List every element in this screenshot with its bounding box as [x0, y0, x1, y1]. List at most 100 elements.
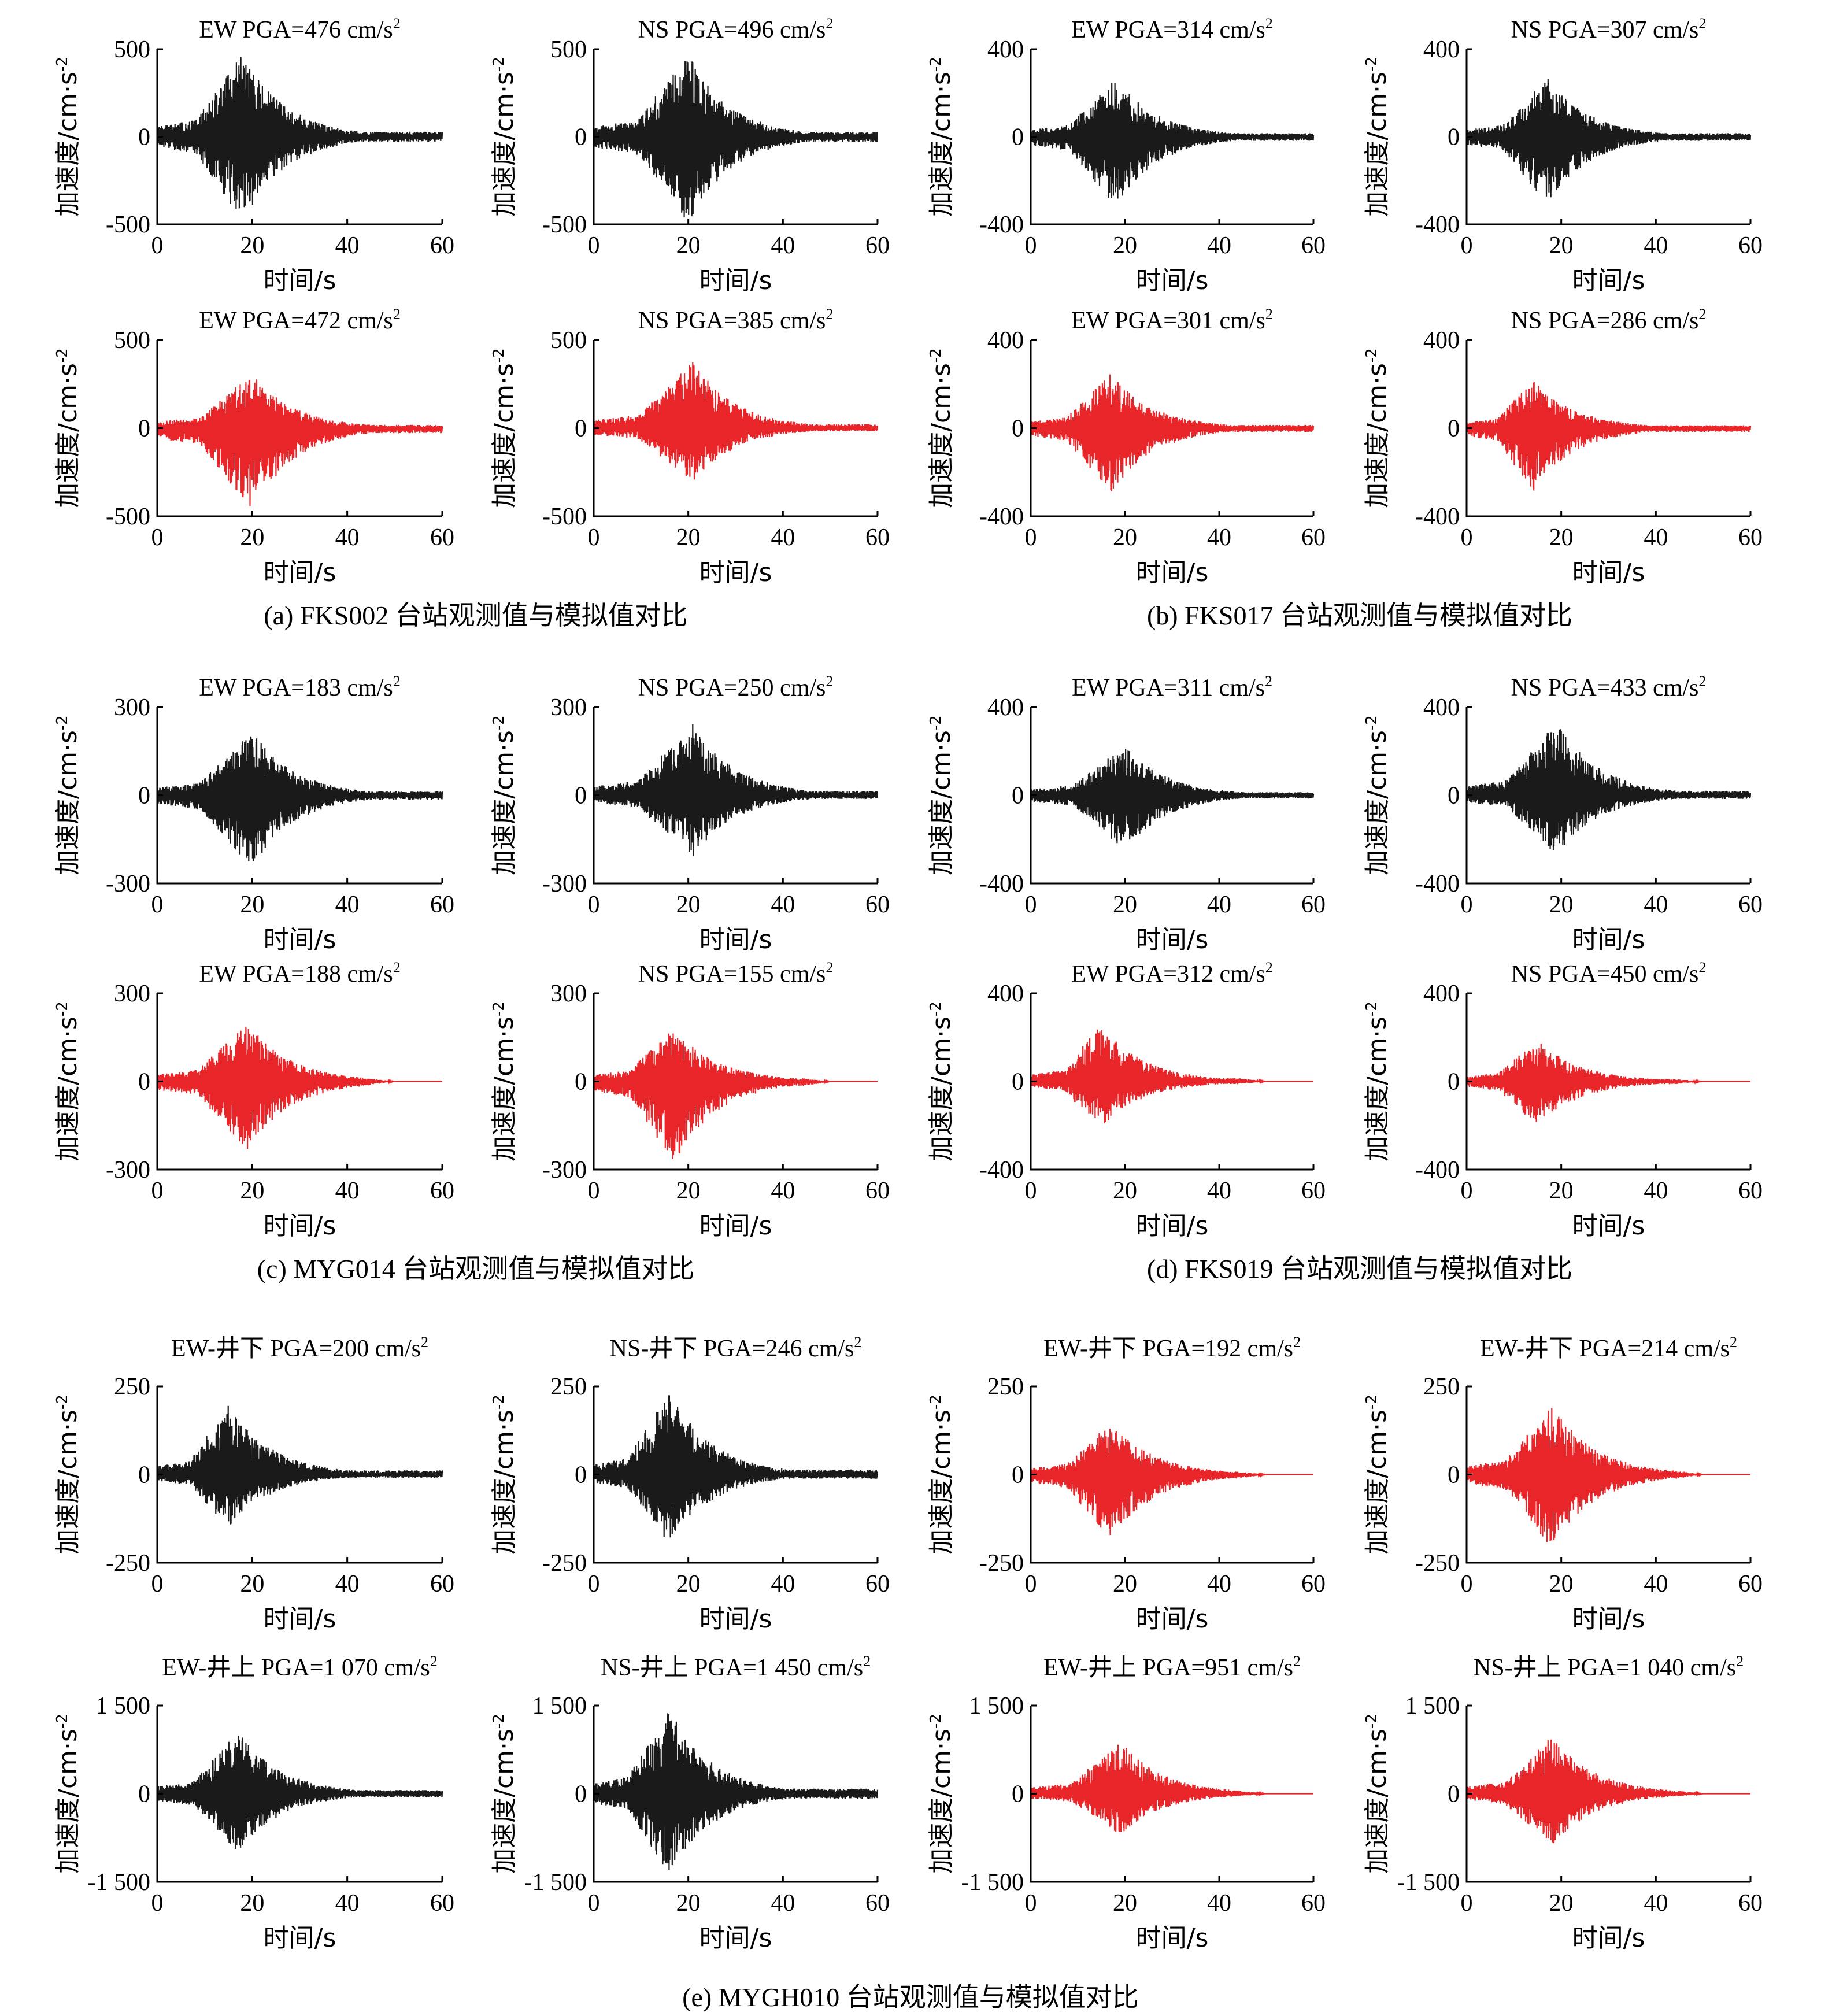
x-tick-label: 20 — [1113, 524, 1137, 551]
waveform-6 — [593, 362, 879, 480]
x-tick-label: 0 — [588, 892, 600, 918]
x-axis-label: 时间/s — [699, 1923, 772, 1953]
y-tick-label: -250 — [979, 1550, 1024, 1577]
x-tick-label: 20 — [676, 1178, 701, 1204]
panel-title: NS PGA=450 cm/s2 — [1511, 959, 1707, 987]
y-axis-label: 加速度/cm·s-2 — [53, 715, 83, 875]
panel-title: EW PGA=472 cm/s2 — [199, 306, 401, 334]
x-tick-label: 60 — [1738, 232, 1763, 259]
waveform-4 — [1465, 79, 1752, 198]
y-tick-label: -1 500 — [961, 1869, 1024, 1896]
x-tick-label: 20 — [1549, 524, 1574, 551]
y-tick-label: -250 — [106, 1550, 150, 1577]
x-axis-label: 时间/s — [1572, 558, 1645, 587]
x-tick-label: 0 — [1025, 524, 1037, 551]
x-tick-label: 60 — [430, 1178, 454, 1204]
caption-a: (a) FKS002 台站观测值与模拟值对比 — [264, 601, 687, 630]
y-tick-label: -400 — [1415, 871, 1460, 897]
y-tick-label: 300 — [114, 694, 150, 721]
x-tick-label: 0 — [151, 232, 164, 259]
x-tick-label: 20 — [1113, 1890, 1137, 1917]
y-axis-label: 加速度/cm·s-2 — [53, 1714, 83, 1874]
y-tick-label: 0 — [1012, 1781, 1024, 1808]
waveform-18 — [593, 1395, 879, 1538]
panel-title: EW-井上 PGA=1 070 cm/s2 — [162, 1653, 438, 1681]
y-tick-label: 0 — [1448, 1781, 1460, 1808]
panel-title: EW-井下 PGA=192 cm/s2 — [1043, 1334, 1301, 1362]
y-axis-label: 加速度/cm·s-2 — [1363, 715, 1392, 875]
x-tick-label: 20 — [240, 1890, 264, 1917]
waveform-11 — [1030, 749, 1315, 844]
y-tick-label: 400 — [987, 981, 1024, 1007]
y-tick-label: -500 — [542, 212, 587, 238]
x-tick-label: 60 — [865, 1571, 890, 1597]
x-tick-label: 40 — [335, 232, 360, 259]
y-axis-label: 加速度/cm·s-2 — [490, 1714, 519, 1874]
x-tick-label: 40 — [771, 1890, 795, 1917]
y-tick-label: 0 — [138, 1069, 150, 1096]
x-tick-label: 60 — [1738, 524, 1763, 551]
waveform-3 — [1030, 83, 1315, 199]
y-tick-label: -400 — [1415, 504, 1460, 530]
waveform-12 — [1465, 729, 1752, 850]
panel-title: EW PGA=312 cm/s2 — [1071, 959, 1273, 987]
x-axis-label: 时间/s — [264, 1923, 336, 1953]
y-tick-label: 0 — [575, 416, 587, 442]
y-tick-label: -400 — [1415, 1157, 1460, 1183]
y-axis-label: 加速度/cm·s-2 — [1363, 1394, 1392, 1555]
waveform-13 — [156, 1026, 442, 1149]
y-tick-label: 500 — [550, 36, 587, 63]
waveform-14 — [593, 1033, 878, 1160]
waveform-1 — [156, 57, 443, 209]
x-axis-label: 时间/s — [1136, 925, 1209, 955]
x-tick-label: 0 — [1461, 1571, 1473, 1597]
x-tick-label: 60 — [1301, 1178, 1326, 1204]
y-tick-label: 400 — [987, 694, 1024, 721]
y-tick-label: 500 — [550, 327, 587, 354]
y-axis-label: 加速度/cm·s-2 — [927, 1394, 956, 1555]
panel-title: EW-井下 PGA=214 cm/s2 — [1480, 1334, 1737, 1362]
x-tick-label: 40 — [771, 1178, 795, 1204]
y-tick-label: 1 500 — [532, 1693, 587, 1719]
x-tick-label: 0 — [1461, 892, 1473, 918]
x-tick-label: 40 — [1644, 1178, 1668, 1204]
x-axis-label: 时间/s — [264, 1211, 336, 1241]
y-tick-label: 250 — [1423, 1374, 1460, 1400]
waveform-19 — [1030, 1429, 1313, 1536]
y-axis-label: 加速度/cm·s-2 — [53, 348, 83, 508]
x-tick-label: 60 — [430, 1890, 454, 1917]
x-tick-label: 60 — [1738, 1178, 1763, 1204]
y-axis-label: 加速度/cm·s-2 — [490, 1001, 519, 1161]
waveform-21 — [156, 1736, 443, 1849]
y-axis-label: 加速度/cm·s-2 — [1363, 57, 1392, 217]
x-tick-label: 0 — [1025, 1571, 1037, 1597]
panel-title: EW PGA=314 cm/s2 — [1071, 15, 1273, 43]
x-tick-label: 20 — [240, 1571, 264, 1597]
x-tick-label: 60 — [430, 232, 454, 259]
x-tick-label: 0 — [151, 1890, 164, 1917]
panel-title: EW PGA=301 cm/s2 — [1071, 306, 1273, 334]
x-tick-label: 60 — [1301, 1890, 1326, 1917]
y-tick-label: 0 — [138, 1781, 150, 1808]
x-tick-label: 20 — [1113, 1178, 1137, 1204]
x-tick-label: 40 — [1207, 1571, 1231, 1597]
y-tick-label: -400 — [979, 1157, 1024, 1183]
x-tick-label: 40 — [1207, 1178, 1231, 1204]
x-axis-label: 时间/s — [1572, 1211, 1645, 1241]
panel-title: EW PGA=311 cm/s2 — [1072, 673, 1272, 701]
x-axis-label: 时间/s — [699, 1604, 772, 1634]
y-axis-label: 加速度/cm·s-2 — [927, 1001, 956, 1161]
x-tick-label: 40 — [1207, 892, 1231, 918]
y-tick-label: 500 — [114, 327, 150, 354]
x-tick-label: 60 — [1738, 1571, 1763, 1597]
x-axis-label: 时间/s — [264, 558, 336, 587]
